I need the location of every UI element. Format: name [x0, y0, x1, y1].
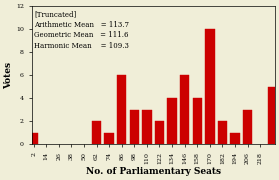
Bar — [92, 121, 101, 144]
Bar — [167, 98, 177, 144]
Bar — [104, 133, 114, 144]
Bar — [155, 121, 164, 144]
Text: [Truncated]
Arithmetic Mean   = 113.7
Geometric Mean   = 111.6
Harmonic Mean    : [Truncated] Arithmetic Mean = 113.7 Geom… — [34, 10, 129, 50]
Bar — [243, 110, 252, 144]
Bar — [117, 75, 126, 144]
Bar — [193, 98, 202, 144]
Bar — [205, 29, 215, 144]
Bar — [29, 133, 39, 144]
Y-axis label: Votes: Votes — [4, 62, 13, 89]
X-axis label: No. of Parliamentary Seats: No. of Parliamentary Seats — [86, 167, 221, 176]
Bar — [218, 121, 227, 144]
Bar — [230, 133, 240, 144]
Bar — [180, 75, 189, 144]
Bar — [268, 87, 277, 144]
Bar — [130, 110, 139, 144]
Bar — [142, 110, 151, 144]
